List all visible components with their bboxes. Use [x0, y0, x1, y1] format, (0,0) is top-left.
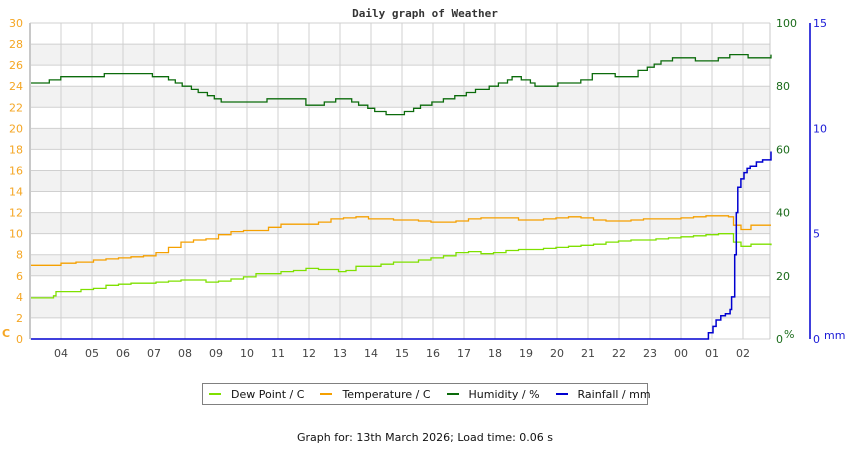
svg-text:0: 0 [16, 333, 23, 346]
svg-text:24: 24 [9, 80, 23, 93]
chart-title: Daily graph of Weather [352, 7, 498, 20]
svg-text:%: % [784, 328, 794, 341]
svg-text:30: 30 [9, 17, 23, 30]
svg-text:18: 18 [9, 143, 23, 156]
svg-text:20: 20 [776, 270, 790, 283]
svg-text:09: 09 [209, 347, 223, 360]
legend-label: Temperature / C [342, 387, 431, 401]
svg-text:80: 80 [776, 80, 790, 93]
svg-text:19: 19 [519, 347, 533, 360]
svg-text:0: 0 [813, 333, 820, 346]
x-axis-hours: 04 05 06 07 08 09 10 11 12 13 14 15 16 17 18 19 20 21 22 23… [54, 347, 750, 360]
svg-text:14: 14 [9, 186, 23, 199]
svg-text:60: 60 [776, 143, 790, 156]
rainfall-swatch-icon [555, 393, 568, 395]
legend-item-dew-point: Dew Point / C [207, 388, 304, 401]
svg-text:20: 20 [550, 347, 564, 360]
svg-text:07: 07 [147, 347, 161, 360]
plot-background-bands [30, 23, 770, 339]
right-axis-rainfall: 0 5 10 15 mm [809, 17, 845, 346]
footer-status: Graph for: 13th March 2026; Load time: 0… [296, 431, 554, 444]
dew-point-swatch-icon [209, 393, 221, 395]
humidity-swatch-icon [446, 393, 459, 395]
temperature-swatch-icon [320, 393, 333, 395]
svg-text:17: 17 [457, 347, 471, 360]
svg-text:C: C [2, 327, 10, 340]
svg-text:mm: mm [824, 329, 845, 342]
svg-text:00: 00 [674, 347, 688, 360]
svg-text:18: 18 [488, 347, 502, 360]
svg-text:26: 26 [9, 59, 23, 72]
svg-text:5: 5 [813, 228, 820, 241]
data-series [31, 53, 772, 340]
svg-text:10: 10 [9, 228, 23, 241]
dew-point-cline [31, 233, 772, 299]
svg-text:20: 20 [9, 122, 23, 135]
svg-text:2: 2 [16, 312, 23, 325]
svg-text:21: 21 [581, 347, 595, 360]
weather-chart: Daily graph of Weather 02468101214161820… [2, 7, 845, 360]
svg-text:22: 22 [612, 347, 626, 360]
svg-text:14: 14 [364, 347, 378, 360]
svg-text:12: 12 [302, 347, 316, 360]
svg-text:22: 22 [9, 101, 23, 114]
svg-text:28: 28 [9, 38, 23, 51]
svg-text:15: 15 [395, 347, 409, 360]
svg-text:13: 13 [333, 347, 347, 360]
svg-text:01: 01 [705, 347, 719, 360]
svg-text:06: 06 [116, 347, 130, 360]
legend-label: Humidity / % [468, 387, 540, 401]
legend-label: Dew Point / C [231, 387, 305, 401]
svg-text:11: 11 [271, 347, 285, 360]
rainfall-mmline [31, 151, 772, 340]
svg-text:8: 8 [16, 249, 23, 262]
svg-text:16: 16 [9, 164, 23, 177]
legend-item-temperature: Temperature / C [318, 387, 431, 401]
svg-text:0: 0 [776, 333, 783, 346]
svg-text:10: 10 [240, 347, 254, 360]
svg-text:10: 10 [813, 122, 827, 135]
legend-label: Rainfall / mm [577, 387, 651, 401]
svg-text:04: 04 [54, 347, 68, 360]
svg-text:08: 08 [178, 347, 192, 360]
humidity-line [31, 53, 772, 116]
svg-text:12: 12 [9, 207, 23, 220]
svg-text:100: 100 [776, 17, 797, 30]
svg-text:6: 6 [16, 270, 23, 283]
temperature-cline [31, 215, 771, 266]
chart-legend: Dew Point / C Temperature / C Humidity /… [202, 383, 651, 405]
svg-text:23: 23 [643, 347, 657, 360]
svg-text:40: 40 [776, 207, 790, 220]
svg-text:15: 15 [813, 17, 827, 30]
svg-text:02: 02 [736, 347, 750, 360]
right-axis-humidity: 0 20 40 60 80 100% [776, 17, 797, 346]
svg-text:4: 4 [16, 291, 23, 304]
grid-lines [29, 22, 771, 340]
svg-text:05: 05 [85, 347, 99, 360]
legend-item-humidity: Humidity / % [445, 388, 540, 401]
svg-text:16: 16 [426, 347, 440, 360]
legend-item-rainfall: Rainfall / mm [554, 388, 651, 401]
